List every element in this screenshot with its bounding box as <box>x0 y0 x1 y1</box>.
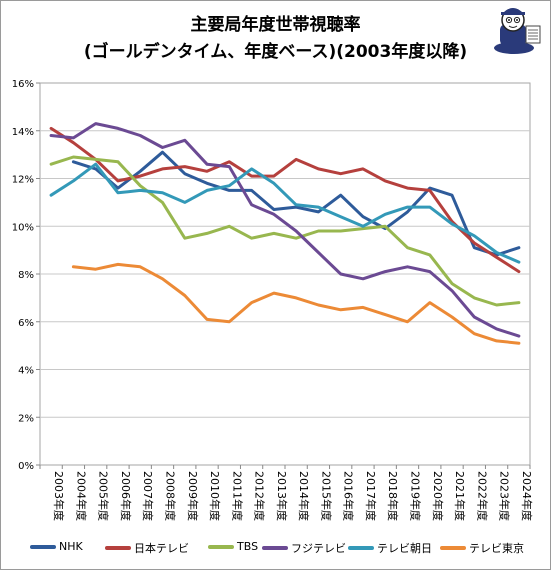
legend-swatch <box>208 544 234 549</box>
x-tick-label: 2005年度 <box>97 471 111 521</box>
y-tick-label: 12% <box>12 175 34 186</box>
x-tick-label: 2019年度 <box>409 471 423 521</box>
legend-item: テレビ朝日 <box>348 540 432 556</box>
legend-swatch <box>105 546 131 550</box>
y-tick-label: 14% <box>12 127 34 138</box>
x-tick-label: 2020年度 <box>431 471 445 521</box>
legend-label: TBS <box>237 540 259 553</box>
x-tick-label: 2006年度 <box>119 471 133 521</box>
x-tick-label: 2009年度 <box>186 471 200 521</box>
x-tick-label: 2014年度 <box>297 471 311 521</box>
legend-swatch <box>348 546 374 550</box>
x-tick-label: 2024年度 <box>520 471 534 521</box>
y-tick-label: 10% <box>12 222 34 233</box>
y-tick-label: 6% <box>18 318 34 329</box>
x-tick-label: 2007年度 <box>141 471 155 521</box>
legend-swatch <box>262 546 288 550</box>
y-tick-label: 0% <box>18 461 34 472</box>
x-tick-label: 2018年度 <box>386 471 400 521</box>
y-tick-label: 4% <box>18 366 34 377</box>
x-tick-label: 2008年度 <box>164 471 178 521</box>
legend-item: 日本テレビ <box>105 540 189 556</box>
x-tick-label: 2010年度 <box>208 471 222 521</box>
mascot-logo-icon <box>494 8 541 54</box>
x-axis-ticks: 2003年度 2004年度 2005年度 2006年度 2007年度 2008年度 2009… <box>39 465 534 521</box>
series-line-6 <box>71 262 521 345</box>
y-tick-label: 2% <box>18 413 34 424</box>
series-line-4 <box>49 122 521 338</box>
legend-item: フジテレビ <box>262 540 346 556</box>
x-tick-label: 2021年度 <box>453 471 467 521</box>
x-tick-label: 2004年度 <box>74 471 88 521</box>
legend: NHK 日本テレビ TBS フジテレビ テレビ朝日 テレビ東京 <box>0 536 551 560</box>
x-tick-label: 2017年度 <box>364 471 378 521</box>
chart-title-line1: 主要局年度世帯視聴率 <box>190 15 361 35</box>
legend-label: テレビ朝日 <box>377 542 432 555</box>
legend-item: NHK <box>30 540 83 553</box>
legend-item: TBS <box>208 540 258 553</box>
chart-title: 主要局年度世帯視聴率 (ゴールデンタイム、年度ベース)(2003年度以降) <box>0 12 551 66</box>
legend-label: テレビ東京 <box>469 542 524 555</box>
x-tick-label: 2016年度 <box>342 471 356 521</box>
legend-label: 日本テレビ <box>134 542 189 555</box>
series-lines <box>49 122 521 345</box>
x-tick-label: 2023年度 <box>498 471 512 521</box>
legend-item: テレビ東京 <box>440 540 524 556</box>
series-line-1 <box>71 150 521 257</box>
x-tick-label: 2011年度 <box>230 471 244 521</box>
series-line-3 <box>49 155 521 307</box>
x-tick-label: 2003年度 <box>52 471 66 521</box>
grid-lines <box>39 82 531 466</box>
y-axis-ticks: 0% 2% 4% 6% 8% 10% 12% 14% 16% <box>12 79 40 472</box>
legend-swatch <box>440 546 466 550</box>
legend-swatch <box>30 544 56 549</box>
chart-title-line2: (ゴールデンタイム、年度ベース)(2003年度以降) <box>83 42 468 62</box>
x-tick-label: 2015年度 <box>319 471 333 521</box>
y-tick-label: 16% <box>12 79 34 90</box>
legend-label: NHK <box>59 540 83 553</box>
x-tick-label: 2022年度 <box>475 471 489 521</box>
x-tick-label: 2012年度 <box>253 471 267 521</box>
legend-label: フジテレビ <box>291 542 346 555</box>
series-line-2 <box>49 126 521 274</box>
series-line-5 <box>49 162 521 264</box>
x-tick-label: 2013年度 <box>275 471 289 521</box>
y-tick-label: 8% <box>18 270 34 281</box>
